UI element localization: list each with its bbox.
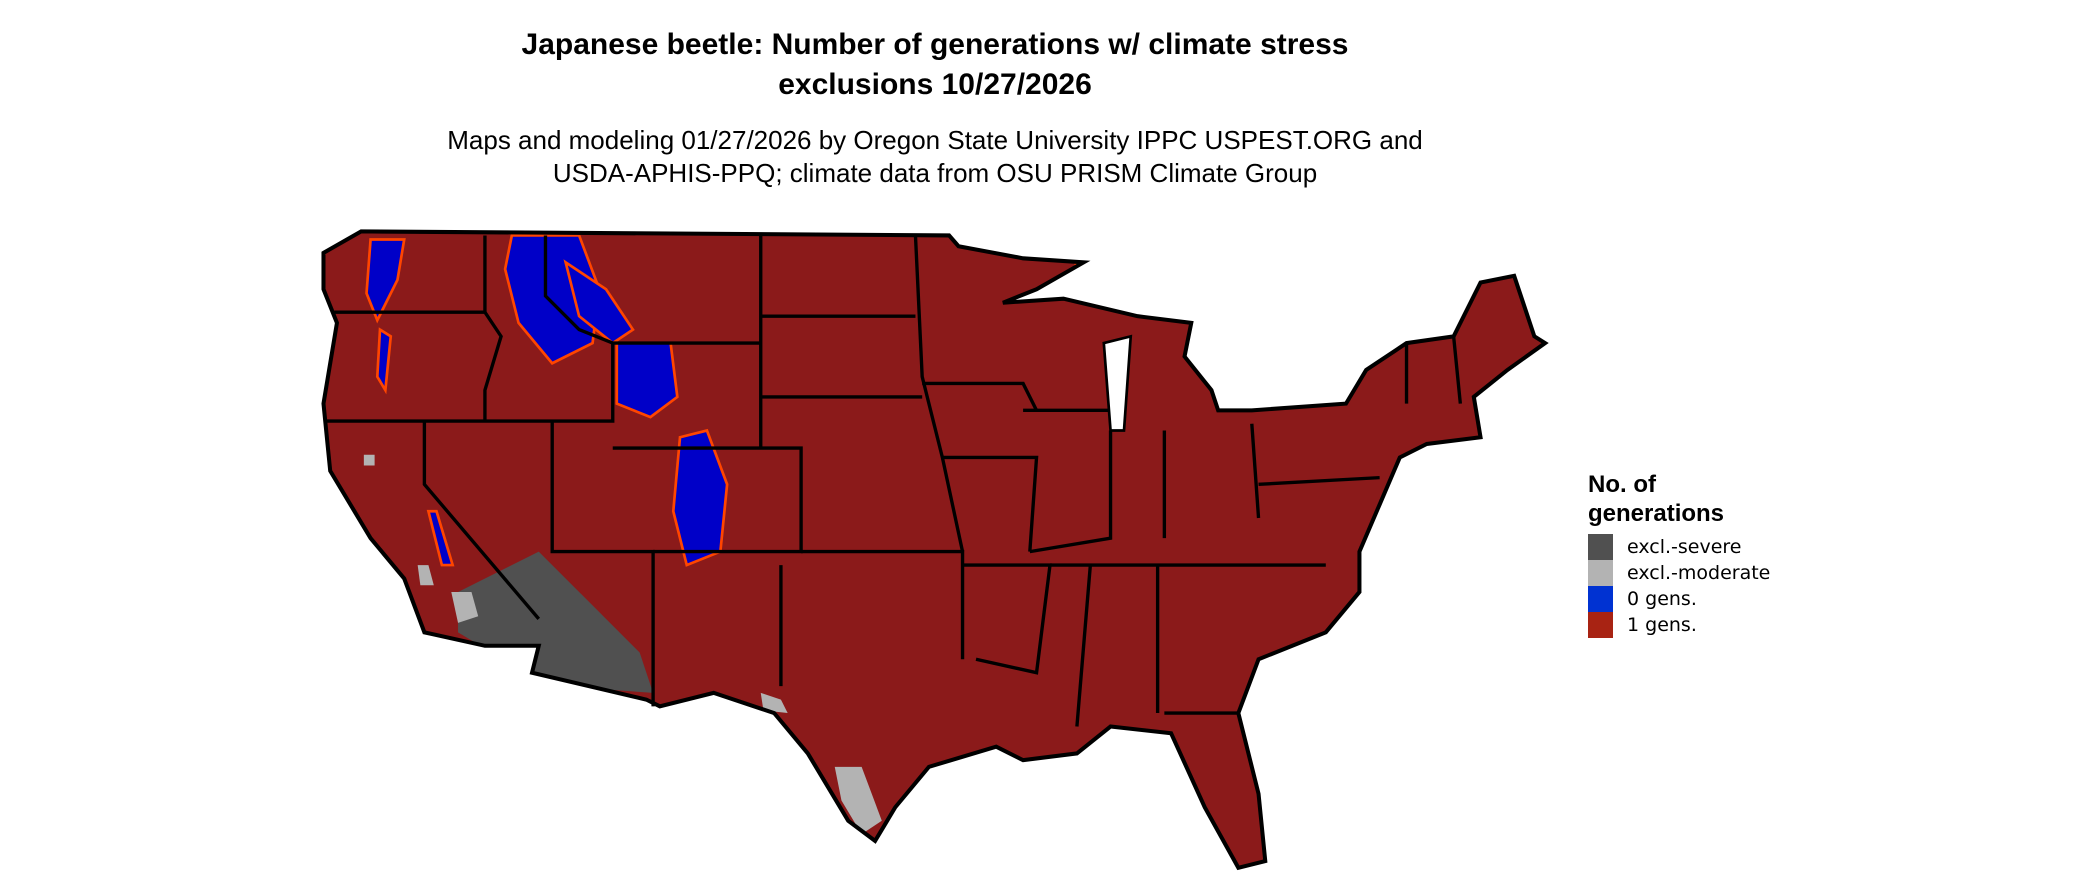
legend-label: excl.-severe bbox=[1627, 536, 1742, 558]
map-title-line1: Japanese beetle: Number of generations w… bbox=[521, 28, 1349, 61]
state-boundaries bbox=[326, 235, 1463, 727]
region-excl-moderate bbox=[363, 454, 882, 835]
lake-michigan bbox=[1102, 334, 1133, 432]
legend-item-0-gens: 0 gens. bbox=[1588, 586, 1770, 612]
map-subtitle-line1: Maps and modeling 01/27/2026 by Oregon S… bbox=[447, 125, 1423, 155]
legend-title-line2: generations bbox=[1588, 500, 1725, 527]
legend-item-excl-severe: excl.-severe bbox=[1588, 534, 1770, 560]
legend-swatch bbox=[1588, 560, 1613, 586]
legend-title-line1: No. of bbox=[1588, 471, 1656, 498]
legend-swatch bbox=[1588, 534, 1613, 560]
legend-swatch bbox=[1588, 586, 1613, 612]
map-subtitle-line2: USDA-APHIS-PPQ; climate data from OSU PR… bbox=[552, 158, 1318, 188]
region-0-gens bbox=[365, 234, 1090, 567]
map-title-line2: exclusions 10/27/2026 bbox=[778, 68, 1092, 101]
legend-label: 0 gens. bbox=[1627, 588, 1697, 610]
legend-item-excl-moderate: excl.-moderate bbox=[1588, 560, 1770, 586]
legend-label: 1 gens. bbox=[1627, 614, 1697, 636]
legend-swatch bbox=[1588, 612, 1613, 638]
legend-label: excl.-moderate bbox=[1627, 562, 1771, 584]
legend: No. of generations excl.-severe excl.-mo… bbox=[1588, 470, 1770, 638]
legend-item-1-gens: 1 gens. bbox=[1588, 612, 1770, 638]
